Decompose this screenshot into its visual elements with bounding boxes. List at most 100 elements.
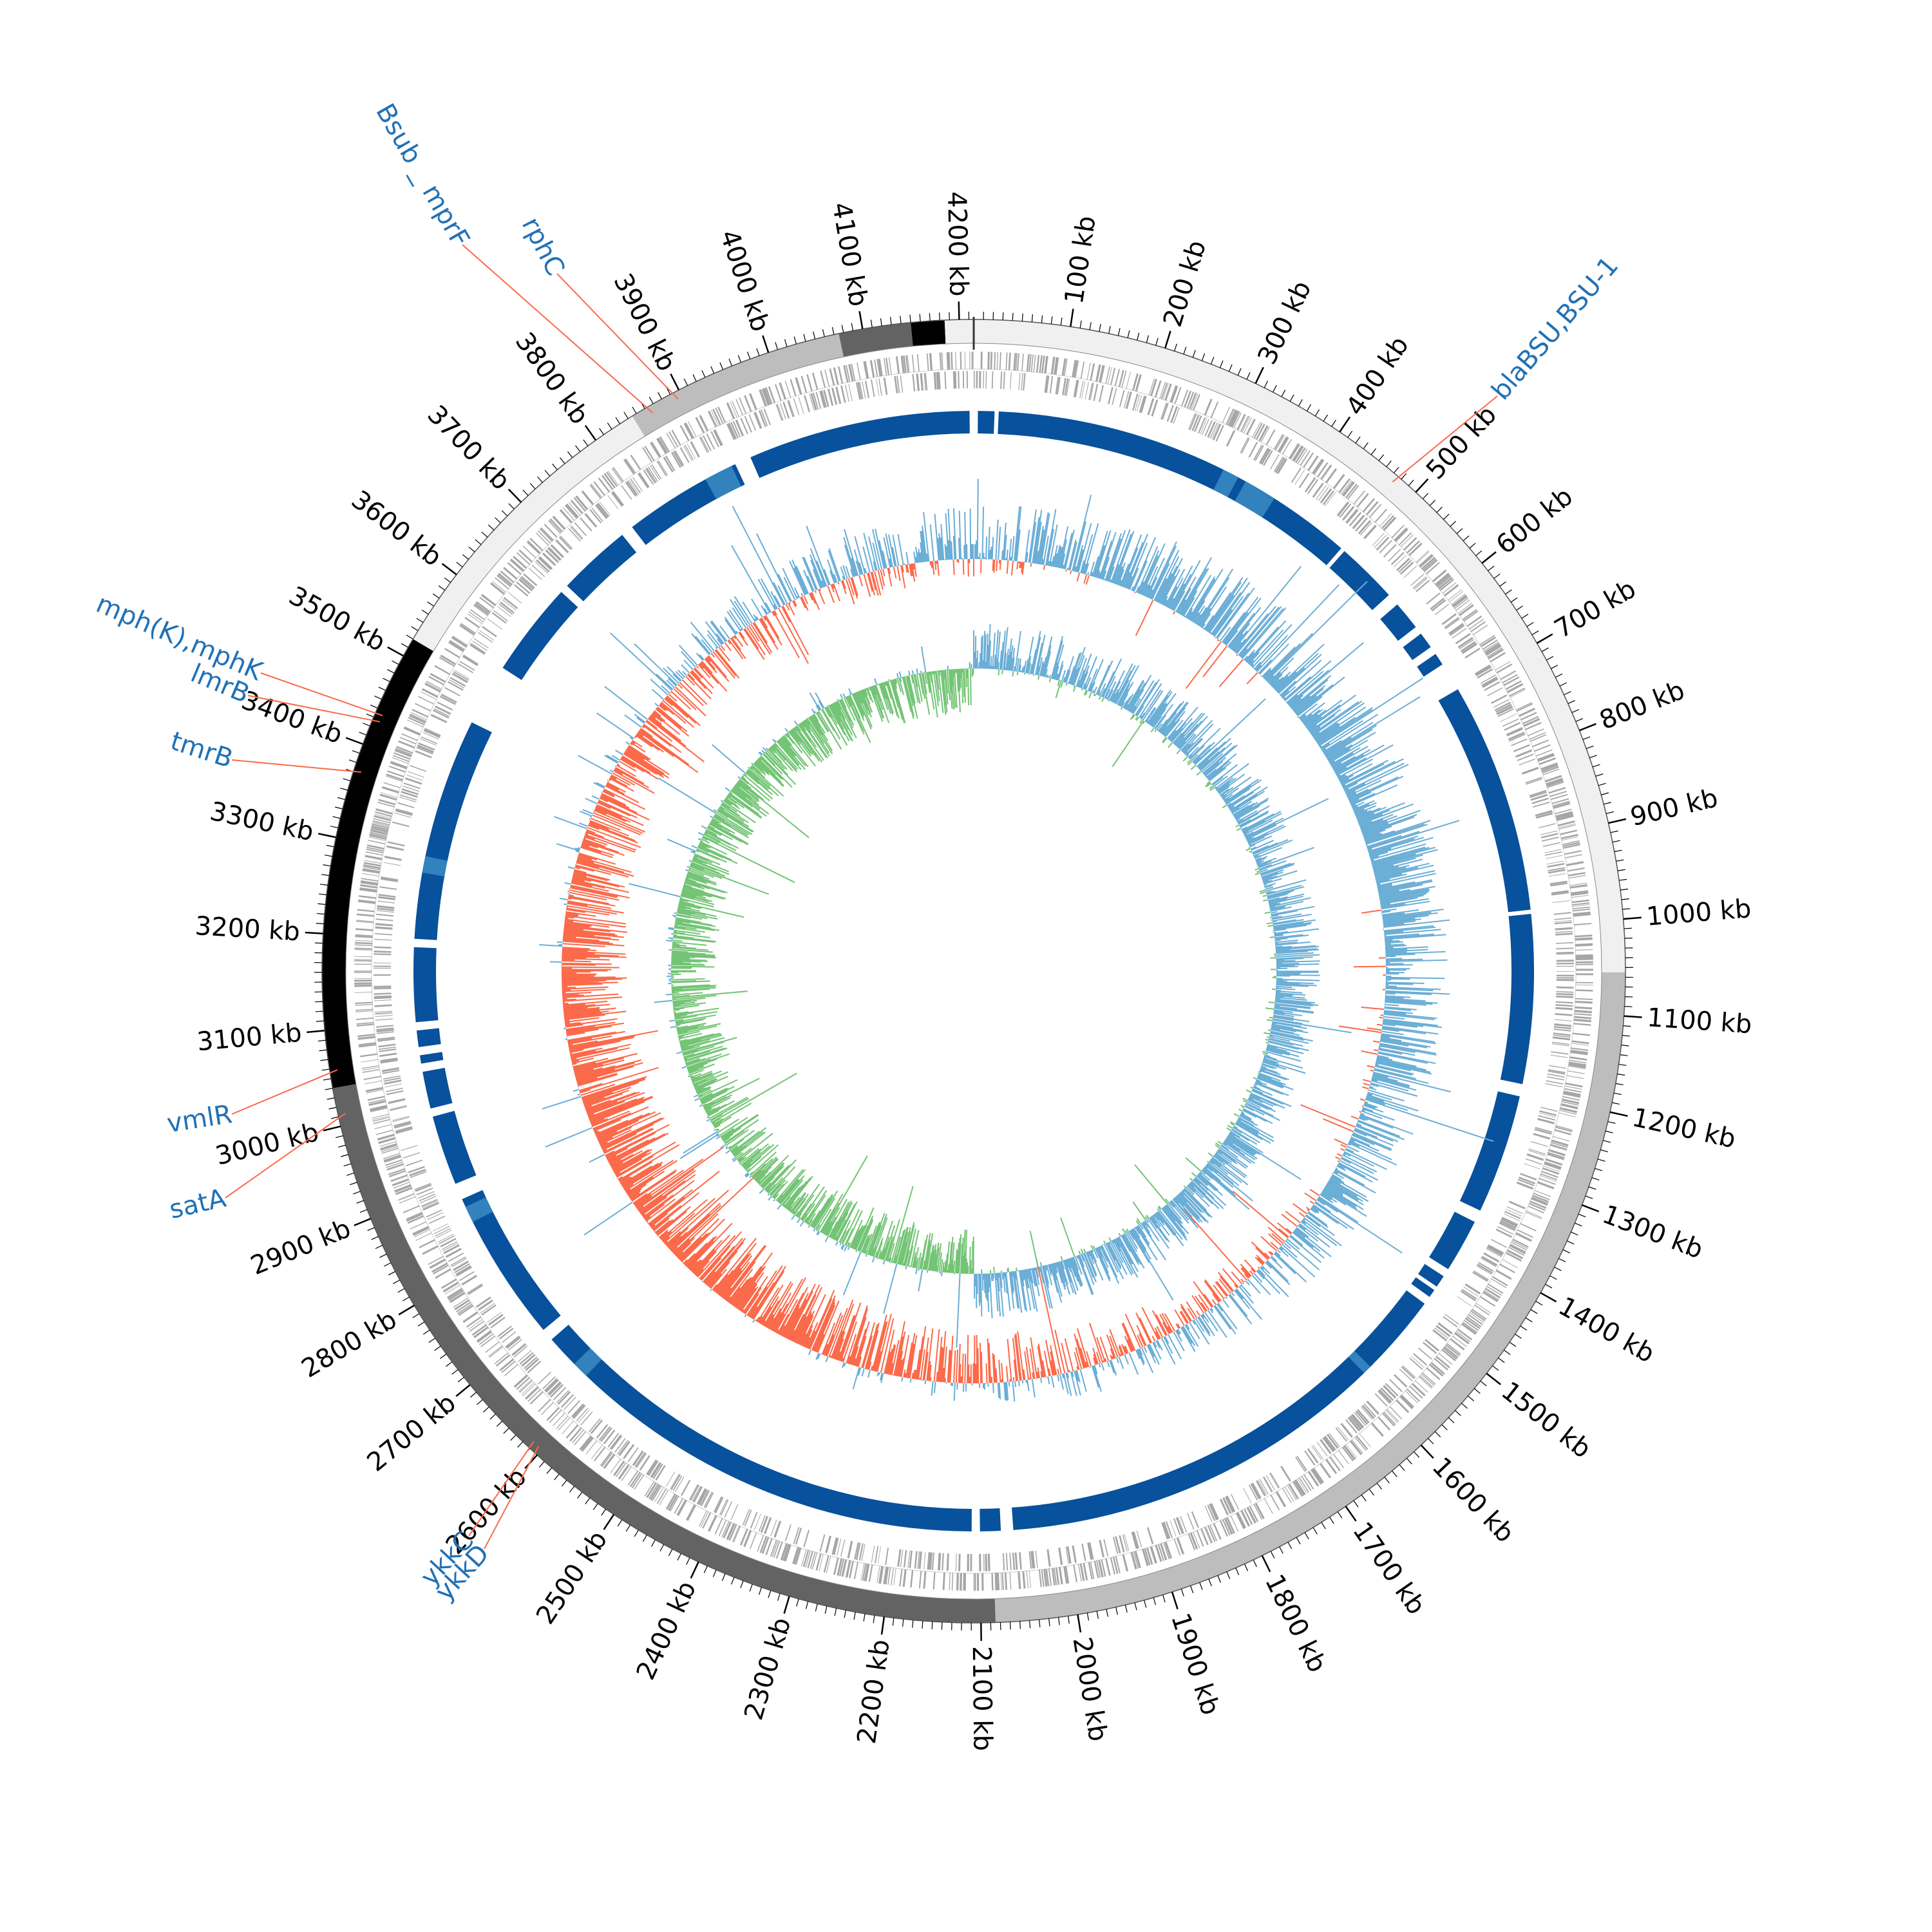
cds-feature: [1360, 1406, 1373, 1420]
cds-feature: [1340, 1423, 1353, 1438]
cds-feature: [1571, 1043, 1589, 1046]
cds-feature: [1088, 1562, 1093, 1580]
major-tick: [1578, 723, 1596, 732]
cds-feature: [1124, 391, 1130, 408]
cds-feature: [1341, 480, 1352, 495]
blast-hit-block-light: [465, 1197, 493, 1222]
cds-feature: [903, 355, 907, 374]
cds-feature: [453, 1260, 469, 1271]
cds-feature: [355, 1018, 374, 1020]
cds-feature: [392, 757, 409, 764]
minor-tick: [747, 351, 751, 359]
cds-feature: [868, 1564, 873, 1582]
cds-feature: [358, 895, 377, 899]
minor-tick: [335, 806, 343, 810]
minor-tick: [1504, 1349, 1511, 1355]
cds-feature: [1561, 836, 1579, 841]
cds-feature: [447, 681, 464, 691]
cds-feature: [1414, 578, 1428, 590]
cds-feature: [1146, 1527, 1154, 1544]
cds-feature: [490, 583, 505, 595]
cds-feature: [356, 1022, 374, 1025]
cds-feature: [1553, 1032, 1571, 1036]
cds-feature: [910, 1570, 914, 1588]
cds-feature: [406, 774, 423, 781]
cds-feature: [1534, 1189, 1551, 1197]
outer-segment-2: [332, 1084, 996, 1623]
cds-feature: [536, 559, 550, 573]
cds-feature: [1374, 535, 1387, 548]
cds-feature: [468, 613, 482, 624]
cds-feature: [498, 1327, 514, 1340]
cds-feature: [1035, 1550, 1038, 1568]
cds-feature: [1148, 378, 1155, 395]
cds-feature: [1058, 1547, 1063, 1566]
cds-feature: [434, 705, 451, 715]
cds-feature: [1535, 810, 1553, 817]
cds-feature: [354, 949, 372, 951]
cds-feature: [410, 764, 427, 772]
cds-feature: [1549, 790, 1567, 797]
blast-hit-block: [1012, 1356, 1365, 1530]
cds-feature: [1028, 354, 1032, 372]
cds-feature: [1564, 1085, 1582, 1090]
cds-feature: [1504, 1211, 1521, 1220]
minor-tick: [701, 370, 706, 378]
cds-feature: [401, 791, 418, 798]
blast-hit-block: [750, 411, 970, 478]
cds-feature: [453, 671, 469, 681]
cds-feature: [801, 1549, 807, 1567]
minor-tick: [831, 327, 835, 335]
cds-feature: [1478, 1262, 1494, 1272]
cds-feature: [784, 381, 791, 398]
cds-feature: [1539, 823, 1556, 829]
cds-feature: [1471, 1309, 1487, 1320]
minor-tick: [475, 539, 482, 545]
cds-feature: [476, 1330, 491, 1342]
cds-feature: [1079, 1563, 1085, 1581]
cds-feature: [1555, 1126, 1573, 1133]
cds-feature: [368, 839, 386, 845]
cds-feature: [848, 364, 853, 382]
cds-feature: [1530, 793, 1548, 801]
minor-tick: [1180, 1589, 1184, 1596]
cds-feature: [1491, 694, 1508, 704]
cds-feature: [1463, 1321, 1477, 1333]
cds-feature: [370, 827, 388, 833]
tick-label: 3400 kb: [238, 685, 346, 750]
cds-feature: [1546, 1080, 1564, 1085]
cds-feature: [1134, 394, 1141, 412]
cds-feature: [542, 1376, 556, 1390]
cds-feature: [1560, 829, 1578, 835]
cds-feature: [1363, 1403, 1377, 1417]
cds-feature: [991, 1573, 994, 1591]
leader-line: [225, 1112, 346, 1198]
cds-feature: [1336, 501, 1349, 516]
cds-feature: [1212, 423, 1222, 440]
cds-feature: [443, 1244, 460, 1255]
cds-feature: [1537, 1181, 1555, 1189]
minor-tick: [1505, 589, 1512, 595]
major-tick: [1623, 916, 1642, 920]
cds-feature: [363, 862, 381, 867]
cds-feature: [671, 430, 681, 446]
major-tick: [455, 1384, 471, 1397]
cds-feature: [918, 1571, 922, 1589]
cds-feature: [403, 1152, 421, 1159]
cds-feature: [385, 1088, 403, 1093]
cds-feature: [1323, 1436, 1336, 1452]
minor-tick: [929, 313, 931, 321]
gene-label: rphC: [516, 213, 571, 281]
minor-tick: [834, 1608, 837, 1616]
cds-feature: [420, 1195, 437, 1204]
cds-feature: [824, 369, 830, 387]
cds-feature: [1488, 649, 1504, 659]
cds-feature: [1571, 1040, 1589, 1045]
cds-feature: [390, 1174, 408, 1182]
cds-feature: [1188, 413, 1195, 430]
cds-feature: [1142, 1548, 1149, 1566]
cds-feature: [1481, 676, 1498, 687]
cds-feature: [1558, 823, 1576, 828]
cds-feature: [375, 811, 392, 817]
cds-feature: [907, 1550, 911, 1568]
